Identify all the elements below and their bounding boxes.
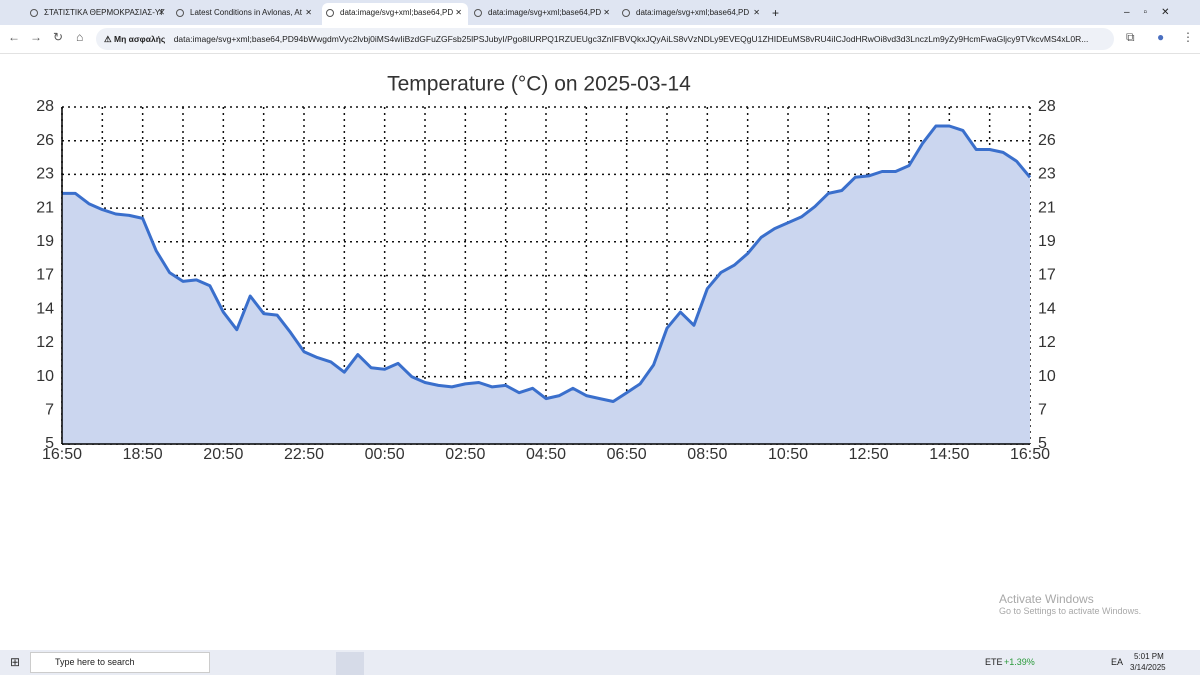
taskbar: ⊞ Type here to search ETE +1.39% EA 5:01… [0, 650, 1200, 675]
watermark-title: Activate Windows [999, 592, 1094, 606]
language[interactable]: EA [1111, 657, 1124, 667]
reload[interactable]: ↻ [53, 30, 64, 44]
tab[interactable]: data:image/svg+xml;base64,PD ✕ [322, 3, 468, 25]
forward[interactable]: → [30, 30, 42, 44]
y-tick-label: 12 [36, 334, 54, 351]
y-tick-label: 5 [45, 435, 54, 452]
address-bar: ← → ↻ ⌂ ⚠ Μη ασφαλής data:image/svg+xml;… [0, 25, 1200, 54]
chart: Temperature (°C) on 2025-03-14 5 5 7 7 10 10 1… [36, 73, 1056, 464]
area [62, 126, 1030, 444]
back[interactable]: ← [8, 30, 20, 44]
x-tick-label: 08:50 [687, 446, 727, 463]
y-tick-label: 10 [36, 368, 54, 385]
y-tick-label: 23 [36, 166, 54, 183]
tab[interactable]: data:image/svg+xml;base64,PD ✕ [470, 3, 616, 25]
tab-title: data:image/svg+xml;base64,PD [636, 8, 750, 17]
chart-title: Temperature (°C) on 2025-03-14 [387, 73, 691, 96]
y-tick-label: 7 [45, 402, 54, 419]
x-tick-label: 22:50 [284, 446, 324, 463]
x-tick-label: 04:50 [526, 446, 566, 463]
y-tick-label: 28 [36, 98, 54, 115]
y-tick-label: 14 [36, 300, 54, 317]
x-tick-label: 06:50 [607, 446, 647, 463]
y2-tick-label: 23 [1038, 166, 1056, 183]
home[interactable]: ⌂ [76, 30, 84, 44]
url: data:image/svg+xml;base64,PD94bWwgdmVyc2… [173, 34, 1089, 44]
y2-tick-label: 21 [1038, 199, 1056, 216]
x-tick-label: 20:50 [203, 446, 243, 463]
y2-tick-label: 12 [1038, 334, 1056, 351]
x-tick-label: 00:50 [365, 446, 405, 463]
x-tick-label: 02:50 [445, 446, 485, 463]
clock-time[interactable]: 5:01 PM [1134, 652, 1164, 661]
omnibox[interactable]: ⚠ Μη ασφαλής data:image/svg+xml;base64,P… [96, 28, 1114, 50]
x-tick-label: 16:50 [1010, 446, 1050, 463]
security-label: ⚠ Μη ασφαλής [104, 34, 166, 44]
active-app[interactable] [336, 652, 364, 675]
watermark-subtitle: Go to Settings to activate Windows. [999, 606, 1142, 616]
weather: ETE [985, 657, 1003, 667]
weather-change: +1.39% [1004, 657, 1035, 667]
watermark: Activate Windows Go to Settings to activ… [999, 592, 1141, 616]
window-controls[interactable]: –▫✕ [1124, 7, 1184, 18]
y-tick-label: 19 [36, 233, 54, 250]
tab-title: ΣΤΑΤΙΣΤΙΚΑ ΘΕΡΜΟΚΡΑΣΙΑΣ-ΥΓ [44, 8, 165, 17]
x-tick-label: 14:50 [929, 446, 969, 463]
extensions[interactable]: ⧉ [1126, 30, 1135, 44]
y2-tick-label: 14 [1038, 300, 1056, 317]
tab-title: data:image/svg+xml;base64,PD [488, 8, 602, 17]
tab[interactable]: ΣΤΑΤΙΣΤΙΚΑ ΘΕΡΜΟΚΡΑΣΙΑΣ-ΥΓ ✕ [26, 3, 171, 25]
start[interactable]: ⊞ [10, 655, 21, 669]
tab[interactable]: Latest Conditions in Avlonas, At ✕ [172, 3, 318, 25]
y2-tick-label: 26 [1038, 132, 1056, 149]
search-text: Type here to search [55, 657, 135, 667]
y2-tick-label: 28 [1038, 98, 1056, 115]
search-box[interactable]: Type here to search [30, 652, 210, 673]
tab-title: Latest Conditions in Avlonas, At [190, 8, 302, 17]
security-text: Μη ασφαλής [113, 34, 166, 44]
y2-tick-label: 10 [1038, 368, 1056, 385]
line [62, 124, 1032, 403]
y-tick-label: 17 [36, 267, 54, 284]
x-tick-label: 16:50 [42, 446, 82, 463]
y2-tick-label: 5 [1038, 435, 1047, 452]
x-tick-label: 18:50 [123, 446, 163, 463]
tab[interactable]: data:image/svg+xml;base64,PD ✕ [618, 3, 766, 25]
y2-tick-label: 17 [1038, 267, 1056, 284]
y2-tick-label: 7 [1038, 402, 1047, 419]
clock-date[interactable]: 3/14/2025 [1130, 663, 1166, 672]
tab-title: data:image/svg+xml;base64,PD [340, 8, 454, 17]
x-tick-label: 12:50 [849, 446, 889, 463]
profile[interactable]: ● [1157, 30, 1165, 44]
new-tab[interactable]: + [772, 6, 780, 20]
y2-tick-label: 19 [1038, 233, 1056, 250]
menu[interactable]: ⋮ [1182, 30, 1194, 44]
tab-strip: ΣΤΑΤΙΣΤΙΚΑ ΘΕΡΜΟΚΡΑΣΙΑΣ-ΥΓ ✕ Latest Condi… [0, 0, 1200, 25]
y-tick-label: 26 [36, 132, 54, 149]
x-tick-label: 10:50 [768, 446, 808, 463]
y-tick-label: 21 [36, 199, 54, 216]
